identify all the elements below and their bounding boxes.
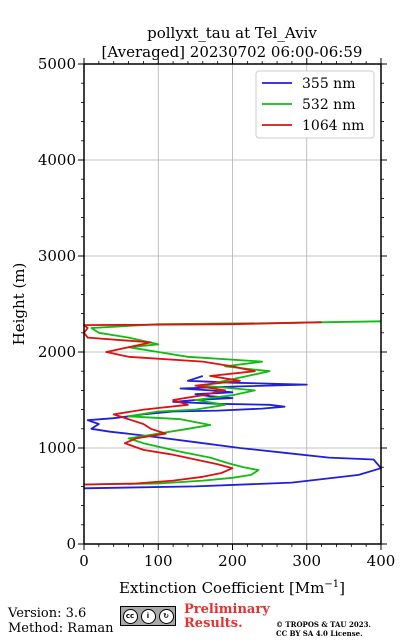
x-axis-label: Extinction Coefficient [Mm−1] xyxy=(119,579,345,597)
legend-box xyxy=(255,70,375,139)
x-tick-label: 0 xyxy=(79,552,89,570)
x-axis-label-main: Extinction Coefficient [Mm xyxy=(119,579,324,597)
x-tick-label: 200 xyxy=(218,552,247,570)
legend-label-2: 1064 nm xyxy=(302,118,364,134)
chart: pollyxt_tau at Tel_Aviv [Averaged] 20230… xyxy=(10,24,396,597)
version-text: Version: 3.6 xyxy=(8,606,87,621)
preliminary-notice: Preliminary Results. xyxy=(184,603,270,631)
footer-info: Version: 3.6 Method: Raman xyxy=(8,606,114,636)
x-axis-label-sup: −1 xyxy=(324,579,339,590)
legend-label-0: 355 nm xyxy=(302,76,355,92)
x-tick-label: 300 xyxy=(292,552,321,570)
method-text: Method: Raman xyxy=(8,621,114,636)
chart-subtitle: [Averaged] 20230702 06:00-06:59 xyxy=(102,43,363,61)
y-tick-label: 0 xyxy=(66,535,76,553)
x-axis-label-suffix: ] xyxy=(339,579,345,597)
series-line-2 xyxy=(83,321,322,486)
y-tick-label: 2000 xyxy=(38,343,76,361)
y-tick-label: 3000 xyxy=(38,247,76,265)
series-line-0 xyxy=(83,375,382,490)
y-tick-label: 5000 xyxy=(38,55,76,73)
series-layer xyxy=(83,320,382,490)
preliminary-line1: Preliminary xyxy=(184,602,270,617)
cc-icon: cc xyxy=(122,608,138,624)
cc-license-badge: cc i ↻ xyxy=(120,606,176,626)
x-tick-label: 400 xyxy=(367,552,396,570)
copyright-line2: CC BY SA 4.0 License. xyxy=(276,629,363,638)
legend: 355 nm 532 nm 1064 nm xyxy=(255,70,375,139)
y-axis-label: Height (m) xyxy=(10,263,28,346)
series-line-1 xyxy=(83,320,382,486)
x-tick-label: 100 xyxy=(144,552,173,570)
copyright-line1: © TROPOS & TAU 2023. xyxy=(276,620,371,629)
legend-label-1: 532 nm xyxy=(302,97,355,113)
by-icon: i xyxy=(140,608,156,624)
y-tick-label: 1000 xyxy=(38,439,76,457)
chart-title: pollyxt_tau at Tel_Aviv xyxy=(147,24,317,42)
sa-icon: ↻ xyxy=(158,608,174,624)
y-tick-label: 4000 xyxy=(38,151,76,169)
copyright-notice: © TROPOS & TAU 2023. CC BY SA 4.0 Licens… xyxy=(276,620,371,638)
preliminary-line2: Results. xyxy=(184,616,243,631)
